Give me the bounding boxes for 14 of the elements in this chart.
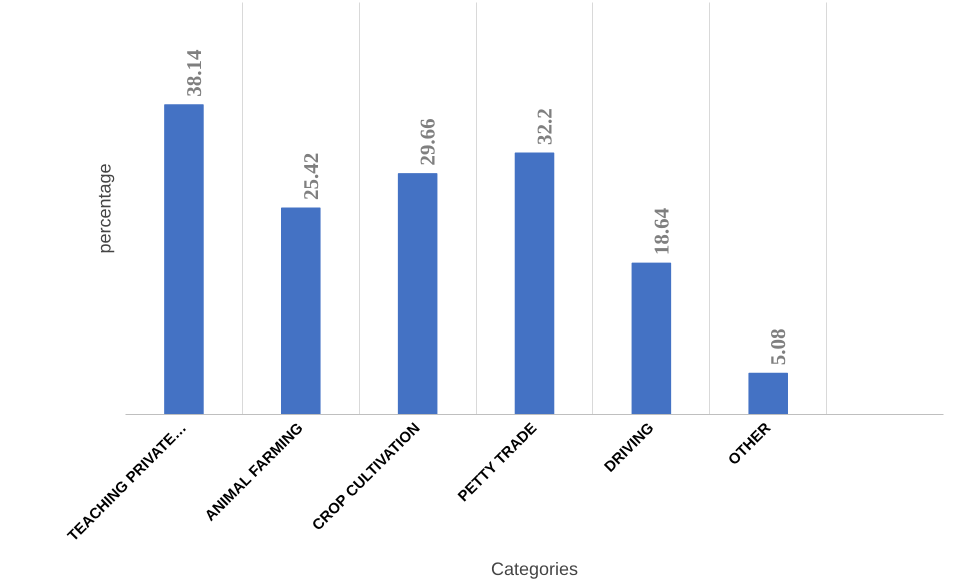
x-axis-title: Categories xyxy=(490,558,578,579)
data-label: 5.08 xyxy=(766,328,790,366)
bar xyxy=(632,262,672,414)
data-label: 32.2 xyxy=(532,108,556,145)
bar xyxy=(164,104,204,414)
bar xyxy=(398,173,438,414)
bar xyxy=(281,208,321,414)
data-label: 38.14 xyxy=(182,48,206,97)
data-label: 29.66 xyxy=(416,118,440,166)
bar xyxy=(514,152,554,414)
data-label: 18.64 xyxy=(649,207,674,256)
bar xyxy=(748,372,788,414)
data-label: 25.42 xyxy=(298,152,323,200)
y-axis-title: percentage xyxy=(94,163,114,254)
